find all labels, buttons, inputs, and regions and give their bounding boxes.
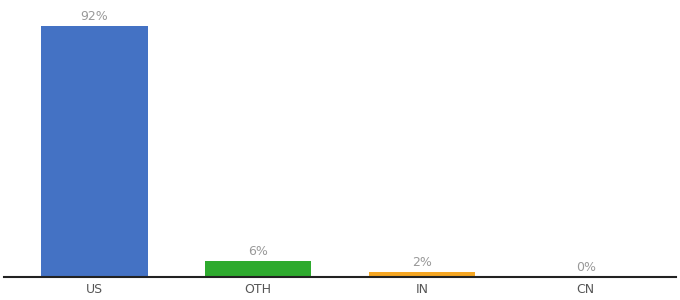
Bar [369,272,475,277]
Text: 2%: 2% [412,256,432,269]
Text: 0%: 0% [576,261,596,274]
Bar [41,26,148,277]
Text: 6%: 6% [248,245,268,258]
Text: 92%: 92% [80,10,108,23]
Bar [205,261,311,277]
